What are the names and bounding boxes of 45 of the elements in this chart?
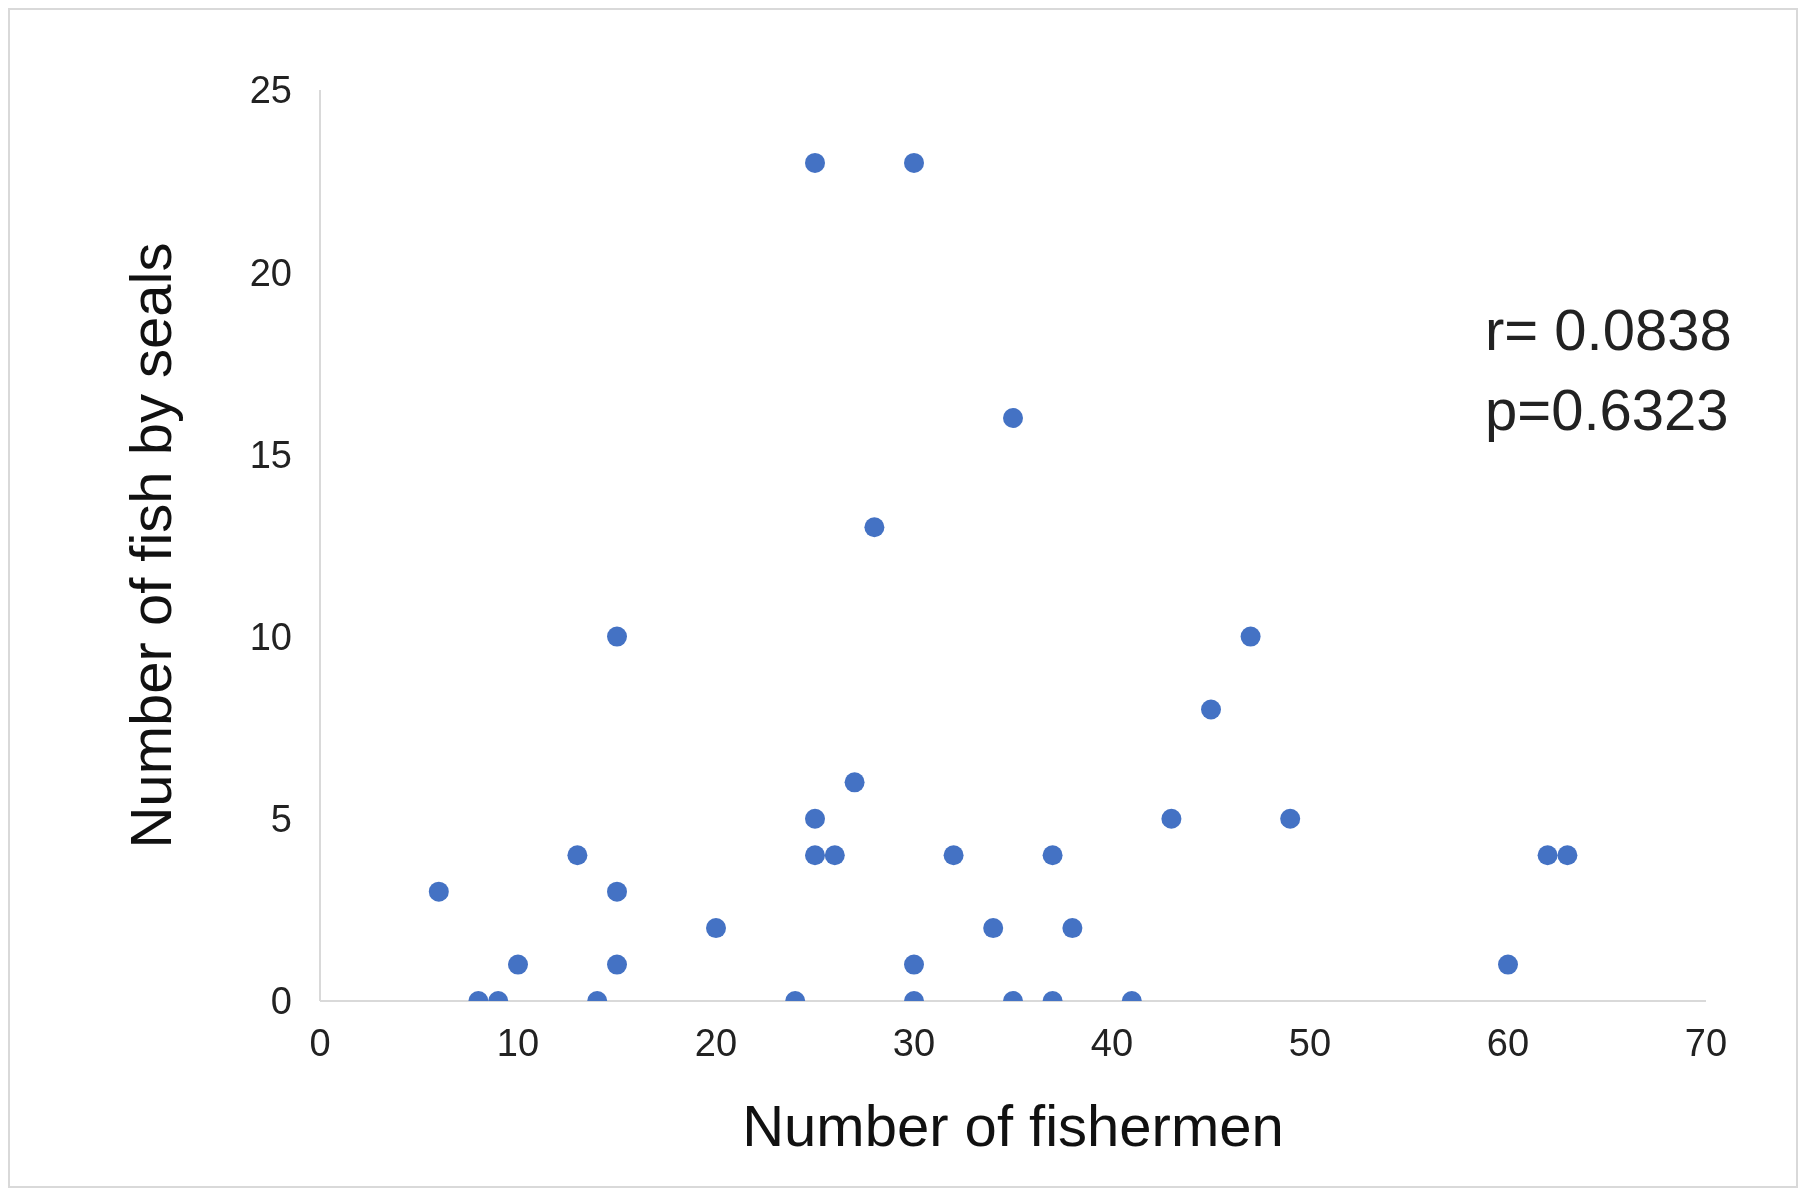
point — [1280, 808, 1301, 829]
x-tick-label: 50 — [1288, 1021, 1332, 1064]
point — [805, 845, 825, 866]
x-tick-label: 30 — [892, 1021, 936, 1064]
x-tick-label: 10 — [496, 1021, 540, 1064]
point — [607, 626, 627, 647]
point — [607, 881, 627, 902]
point — [1003, 407, 1023, 428]
x-axis-title: Number of fishermen — [742, 1093, 1284, 1158]
annotation: p=0.6323 — [1485, 376, 1730, 444]
point — [1498, 954, 1518, 975]
point — [805, 808, 825, 829]
point — [1537, 845, 1558, 866]
point — [844, 772, 865, 793]
y-tick-label: 20 — [249, 251, 292, 294]
point — [805, 152, 825, 173]
point — [1201, 699, 1221, 720]
x-tick-label: 0 — [309, 1021, 331, 1064]
point — [1240, 626, 1261, 647]
x-tick-label: 70 — [1684, 1021, 1728, 1064]
y-tick-label: 5 — [270, 798, 292, 841]
point — [983, 918, 1004, 939]
x-tick-label: 60 — [1486, 1021, 1530, 1064]
point — [508, 954, 528, 975]
point — [1557, 845, 1578, 866]
point — [1042, 845, 1063, 866]
point — [567, 845, 588, 866]
point — [824, 845, 845, 866]
y-tick-label: 25 — [249, 69, 292, 112]
y-axis-title: Number of fish by seals — [117, 242, 183, 849]
point — [706, 918, 726, 939]
y-tick-label: 10 — [249, 616, 292, 659]
annotation: r= 0.0838 — [1485, 296, 1732, 364]
point — [1062, 918, 1083, 939]
point — [904, 152, 924, 173]
point — [1161, 808, 1182, 829]
point — [428, 881, 449, 902]
point — [904, 954, 924, 975]
x-tick-label: 40 — [1090, 1021, 1134, 1064]
y-tick-label: 0 — [270, 980, 292, 1023]
point — [943, 845, 964, 866]
point — [864, 517, 885, 538]
point — [607, 954, 627, 975]
x-tick-label: 20 — [694, 1021, 738, 1064]
y-tick-label: 15 — [249, 433, 292, 476]
